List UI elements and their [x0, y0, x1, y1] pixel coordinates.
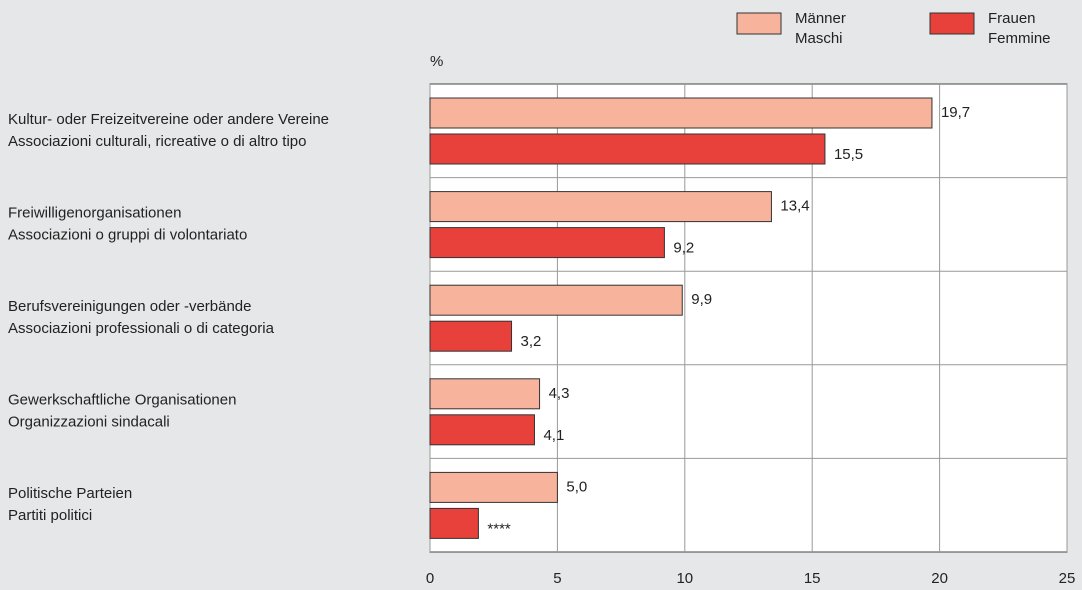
x-tick-label: 15 [804, 570, 821, 587]
value-label: 5,0 [566, 478, 587, 495]
legend-label: Männer [795, 10, 846, 27]
legend-swatch [736, 12, 782, 35]
value-label: 4,3 [549, 385, 570, 402]
bar [429, 414, 535, 446]
bar [429, 378, 541, 410]
category-label: Kultur- oder Freizeitvereine oder andere… [8, 111, 329, 128]
value-label: 9,2 [673, 240, 694, 257]
x-tick-label: 5 [553, 570, 561, 587]
category-label: Politische Parteien [8, 485, 132, 502]
x-tick-label: 10 [676, 570, 693, 587]
category-label: Associazioni professionali o di categori… [8, 320, 275, 337]
bar [429, 191, 772, 223]
category-label: Associazioni culturali, ricreative o di … [8, 133, 306, 150]
category-label: Associazioni o gruppi di volontariato [8, 226, 247, 243]
value-label: 3,2 [521, 333, 542, 350]
bar [429, 507, 479, 539]
value-label: 15,5 [834, 146, 863, 163]
value-label: 4,1 [543, 427, 564, 444]
bar [429, 133, 826, 165]
bar [429, 284, 683, 316]
category-label: Berufsvereinigungen oder -verbände [8, 298, 252, 315]
legend-label: Femmine [988, 30, 1051, 47]
bar [429, 471, 558, 503]
value-label: **** [487, 520, 511, 537]
category-label: Organizzazioni sindacali [8, 414, 170, 431]
category-label: Freiwilligenorganisationen [8, 204, 181, 221]
category-label: Partiti politici [8, 507, 92, 524]
x-tick-label: 25 [1059, 570, 1076, 587]
legend-swatch [929, 12, 975, 35]
bar [429, 320, 513, 352]
category-label: Gewerkschaftliche Organisationen [8, 392, 236, 409]
bar [429, 227, 665, 259]
axis-unit: % [430, 53, 443, 70]
x-tick-label: 0 [426, 570, 434, 587]
legend-label: Maschi [795, 30, 843, 47]
bar [429, 97, 933, 129]
value-label: 9,9 [691, 291, 712, 308]
x-tick-label: 20 [931, 570, 948, 587]
value-label: 19,7 [941, 104, 970, 121]
value-label: 13,4 [780, 198, 809, 215]
legend-label: Frauen [988, 10, 1036, 27]
